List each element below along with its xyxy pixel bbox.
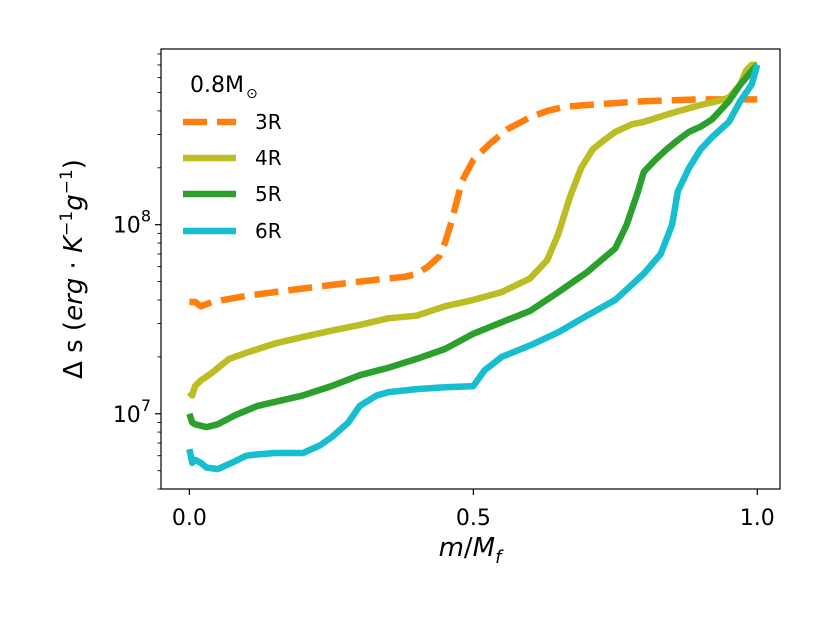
- legend-label-3r: 3R: [255, 110, 282, 134]
- series-line-3r: [189, 96, 758, 310]
- y-minor-ticks: [157, 53, 161, 490]
- legend-label-5r: 5R: [255, 182, 282, 206]
- y-axis: 107 108: [113, 207, 161, 428]
- legend: 0.8M ⊙ 3R 4R 5R 6R: [183, 73, 282, 243]
- x-axis-label: m/Mf: [439, 533, 505, 568]
- x-tick-label: 0.5: [456, 506, 491, 531]
- legend-title: 0.8M ⊙: [190, 73, 258, 102]
- y-axis-label: Δ s (erg · K−1g−1): [57, 159, 89, 379]
- series-line-5r: [186, 62, 760, 431]
- legend-label-6r: 6R: [255, 219, 282, 243]
- plot-frame: [160, 48, 781, 490]
- x-tick-label: 0.0: [172, 506, 207, 531]
- legend-label-4r: 4R: [255, 146, 282, 170]
- y-tick-label: 108: [113, 207, 151, 239]
- x-tick-label: 1.0: [740, 506, 775, 531]
- y-tick-label: 107: [113, 396, 151, 428]
- series-layer: [186, 61, 761, 473]
- x-axis: 0.0 0.5 1.0: [172, 489, 775, 531]
- series-line-6r: [186, 64, 761, 473]
- series-line-4r: [186, 61, 758, 399]
